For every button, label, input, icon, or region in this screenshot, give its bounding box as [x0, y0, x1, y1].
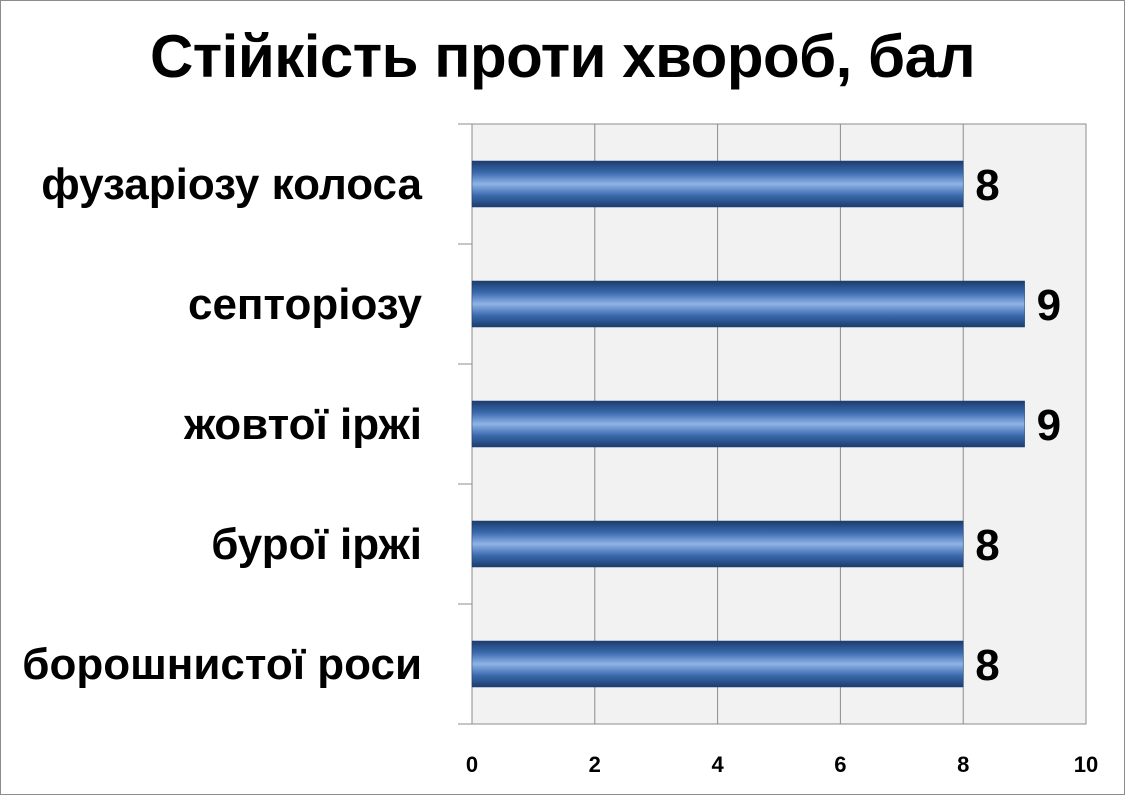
bar — [471, 160, 964, 208]
category-label: борошнистої роси — [22, 640, 422, 689]
data-label: 8 — [975, 641, 999, 690]
x-tick-label: 2 — [589, 752, 601, 777]
bar — [471, 400, 1025, 448]
bar — [471, 520, 964, 568]
data-label: 8 — [975, 161, 999, 210]
x-tick-label: 8 — [957, 752, 969, 777]
x-tick-label: 0 — [466, 752, 478, 777]
bar — [471, 640, 964, 688]
data-label: 9 — [1037, 281, 1061, 330]
data-label: 8 — [975, 521, 999, 570]
x-tick-label: 10 — [1074, 752, 1098, 777]
bar — [471, 280, 1025, 328]
category-label: бурої іржі — [211, 520, 422, 569]
x-tick-label: 6 — [834, 752, 846, 777]
data-label: 9 — [1037, 401, 1061, 450]
x-tick-label: 4 — [711, 752, 724, 777]
category-label: фузаріозу колоса — [41, 160, 422, 209]
category-label: жовтої іржі — [183, 400, 422, 449]
chart-title: Стійкість проти хвороб, бал — [149, 23, 976, 90]
category-label: септоріозу — [188, 280, 423, 329]
